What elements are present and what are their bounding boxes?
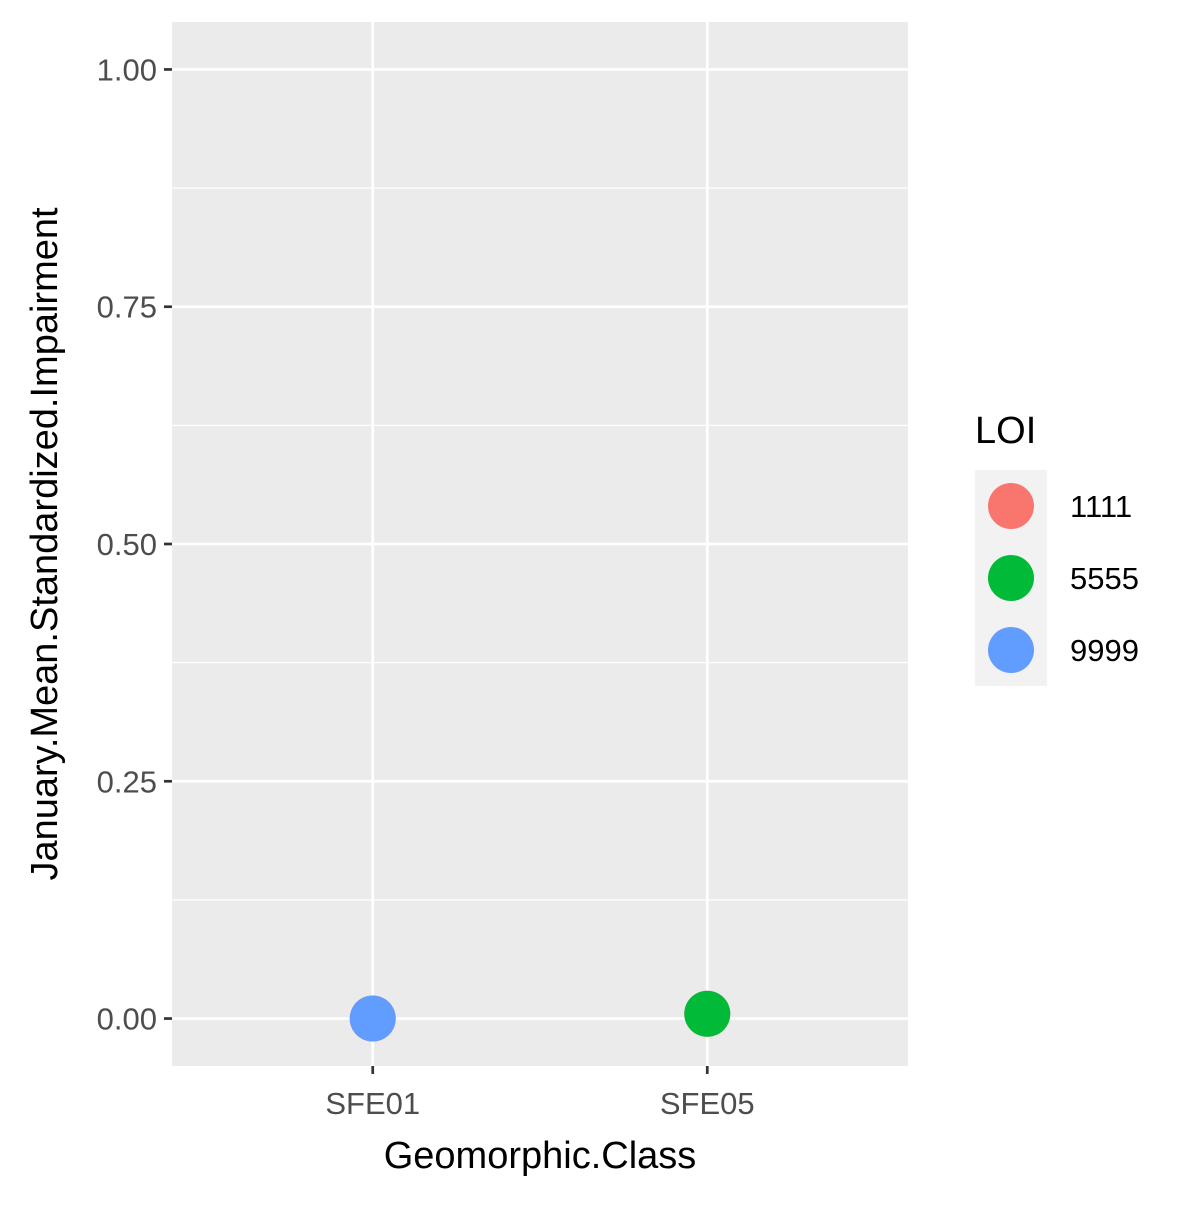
y-axis-title: January.Mean.Standardized.Impairment	[24, 207, 66, 881]
x-axis: SFE01 SFE05	[325, 1066, 755, 1121]
x-tick-label: SFE05	[660, 1086, 755, 1121]
legend-label: 5555	[1070, 561, 1139, 596]
legend-entries: 1111 5555 9999	[975, 470, 1139, 686]
y-axis: 0.00 0.25 0.50 0.75 1.00	[97, 52, 172, 1037]
x-tick-label: SFE01	[325, 1086, 420, 1121]
y-tick-label: 0.00	[97, 1002, 157, 1037]
data-point-5555	[684, 990, 731, 1037]
legend-label: 1111	[1070, 489, 1132, 524]
major-gridlines	[172, 22, 908, 1066]
y-tick-label: 0.75	[97, 290, 157, 325]
y-tick-label: 1.00	[97, 52, 157, 87]
data-point-9999	[349, 995, 396, 1042]
legend-key-9999	[988, 627, 1034, 673]
legend-title: LOI	[975, 410, 1036, 452]
y-tick-label: 0.25	[97, 764, 157, 799]
data-points	[349, 990, 731, 1042]
x-axis-title: Geomorphic.Class	[384, 1135, 697, 1177]
legend-label: 9999	[1070, 633, 1139, 668]
legend: LOI 1111 5555 9999	[975, 410, 1139, 686]
legend-key-1111	[988, 483, 1034, 529]
y-tick-label: 0.50	[97, 527, 157, 562]
minor-gridlines	[172, 187, 908, 901]
legend-key-5555	[988, 555, 1034, 601]
